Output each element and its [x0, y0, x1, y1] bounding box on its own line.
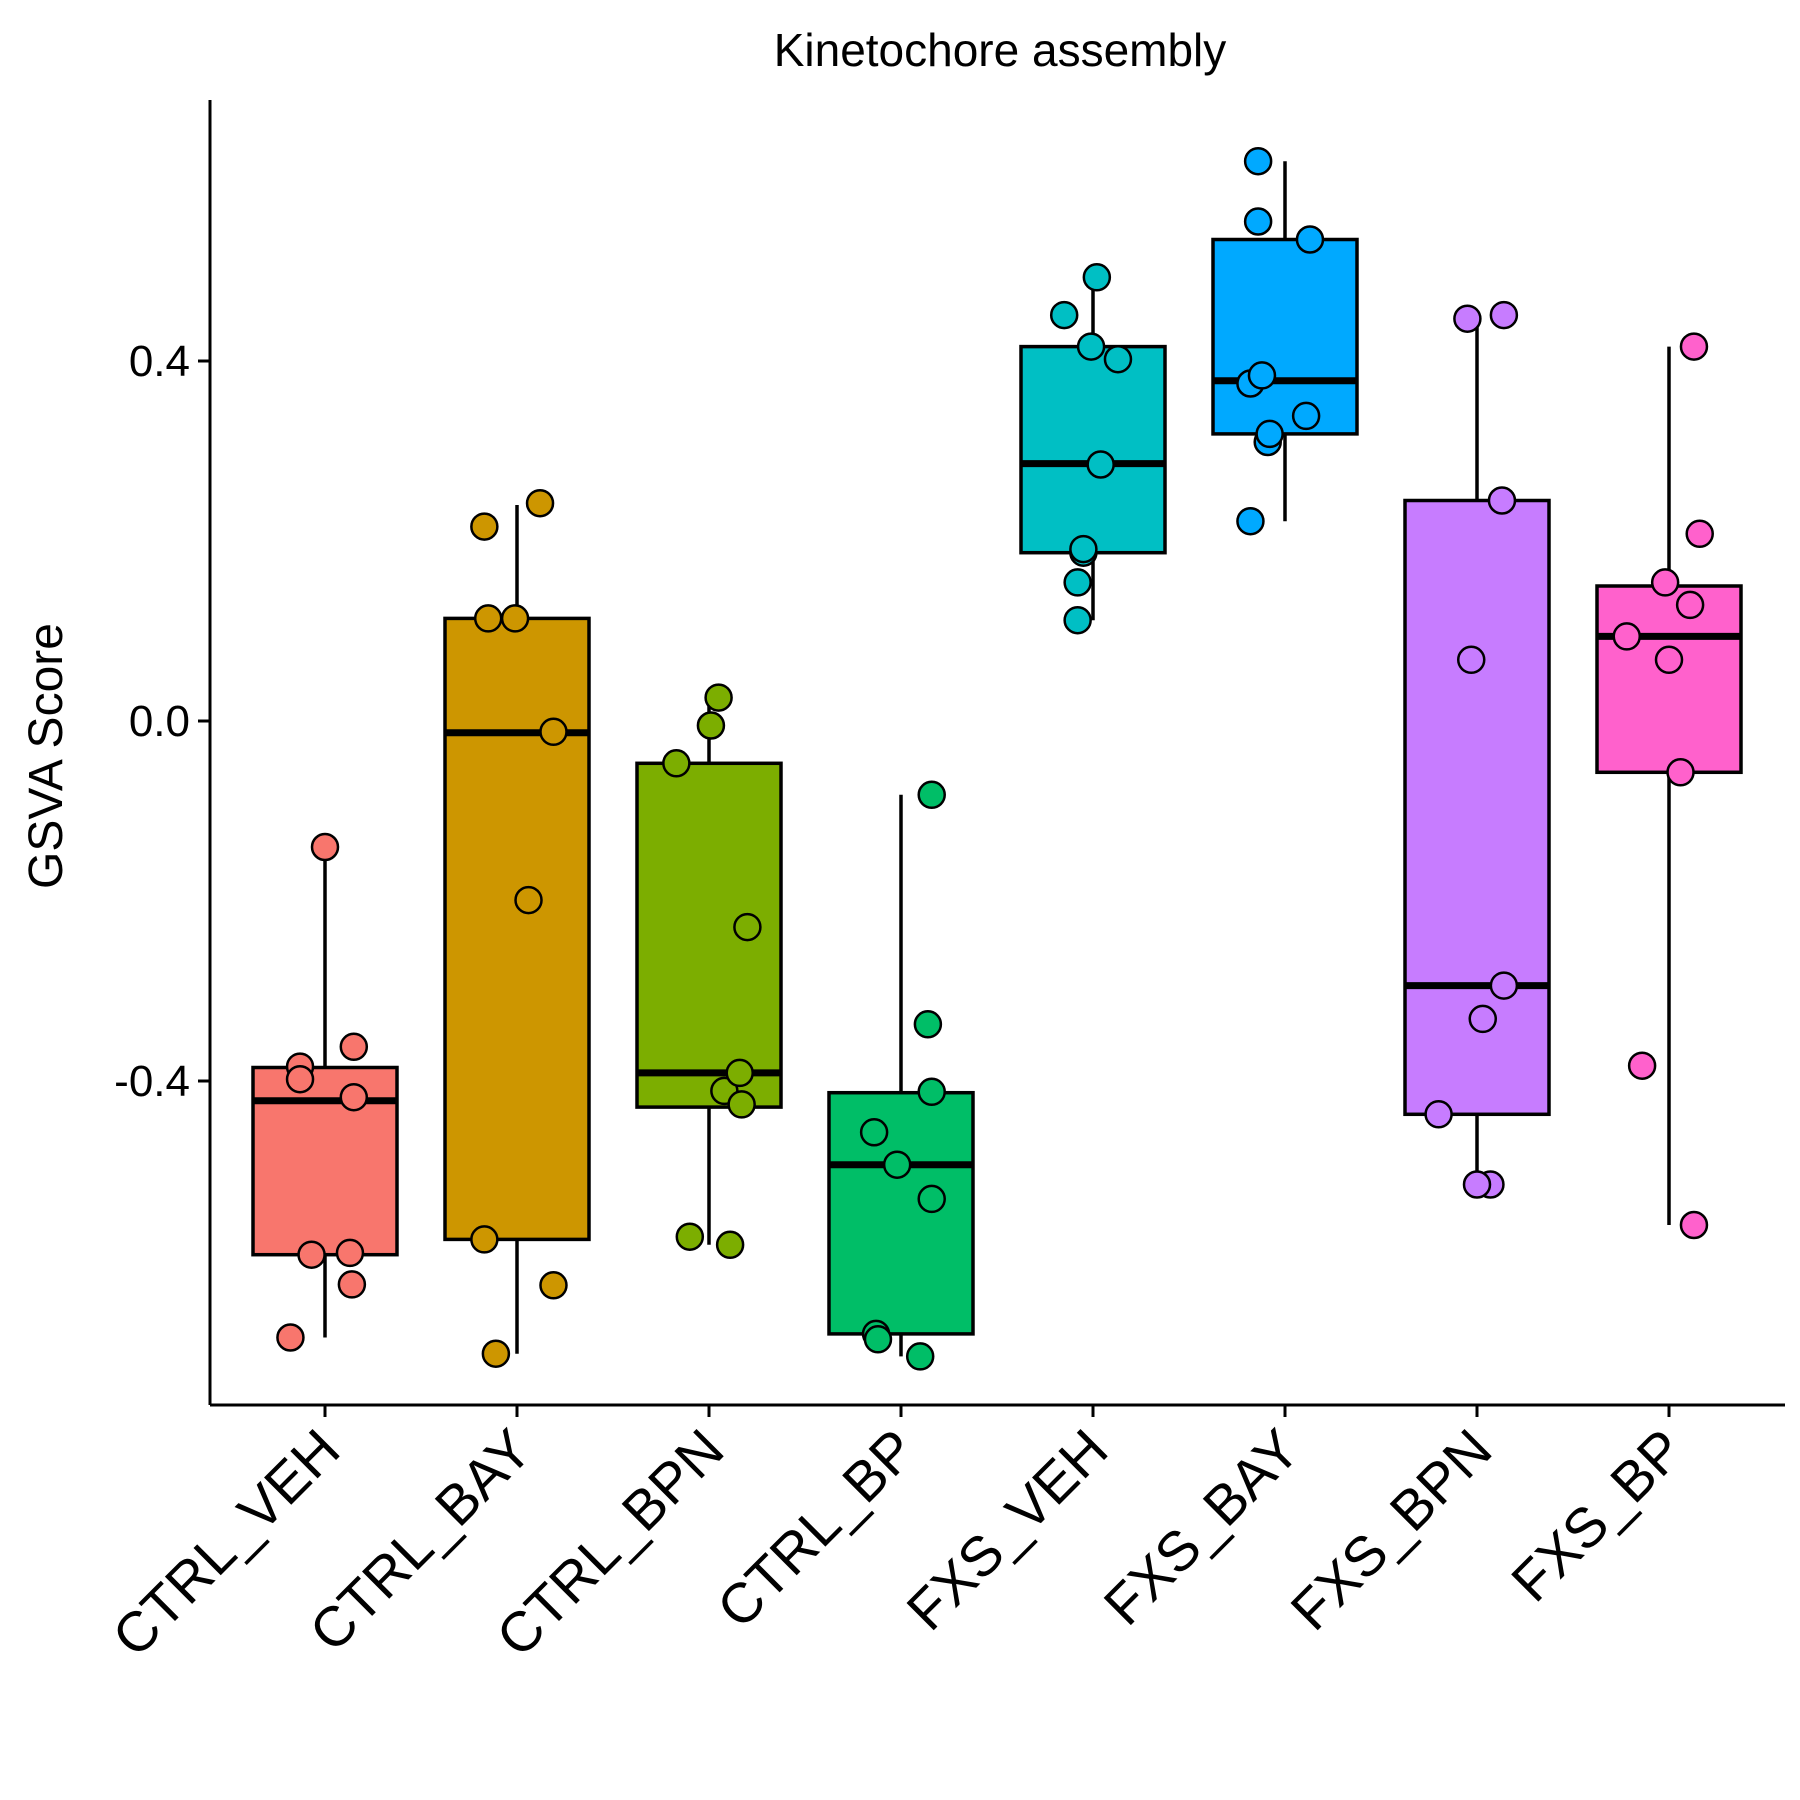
data-point [1489, 971, 1519, 1000]
box-iqr [1019, 344, 1167, 555]
data-point [1069, 534, 1098, 564]
data-point [675, 1222, 705, 1251]
y-tick-label: 0.0 [129, 697, 190, 746]
data-point [276, 1323, 305, 1352]
data-point [514, 885, 543, 915]
x-tick-label: FXS_BPN [1278, 1417, 1503, 1642]
data-point [285, 1064, 315, 1094]
data-point [913, 1010, 943, 1039]
y-tick-label: -0.4 [114, 1057, 190, 1106]
box-group-fxs-veh [1019, 263, 1167, 635]
data-point [310, 832, 340, 862]
data-point [525, 488, 555, 518]
data-point [696, 711, 726, 740]
data-point [539, 1271, 568, 1300]
data-point [339, 1082, 369, 1112]
x-tick-label: CTRL_BP [705, 1417, 928, 1640]
data-point [1487, 486, 1517, 515]
box-iqr [635, 761, 783, 1109]
x-tick-label: FXS_BP [1499, 1417, 1695, 1613]
data-point [1654, 645, 1684, 675]
data-point [1103, 344, 1133, 374]
data-point [1295, 225, 1325, 254]
data-point [1255, 419, 1284, 449]
data-point [1291, 401, 1321, 431]
data-point [481, 1339, 511, 1368]
data-point [1063, 605, 1092, 635]
data-point [704, 683, 733, 712]
data-point [917, 1077, 946, 1107]
box-iqr [827, 1090, 975, 1336]
data-point [297, 1240, 326, 1269]
data-point [863, 1325, 893, 1354]
box-iqr [251, 1065, 399, 1257]
data-point [725, 1058, 754, 1088]
data-point [727, 1090, 756, 1119]
data-point [1685, 519, 1714, 549]
data-point [1236, 506, 1265, 536]
chart-title: Kinetochore assembly [774, 24, 1227, 76]
box-iqr [1595, 584, 1743, 775]
data-point [500, 604, 530, 633]
box-group-fxs-bpn [1403, 300, 1551, 1199]
box-iqr [443, 616, 591, 1242]
data-point [1679, 332, 1709, 361]
data-point [1612, 622, 1642, 651]
data-point [1456, 645, 1486, 675]
data-point [335, 1238, 365, 1268]
box-group-ctrl-bp [827, 780, 975, 1371]
data-point [539, 717, 568, 747]
data-point [1627, 1051, 1657, 1080]
box-group-ctrl-veh [251, 832, 399, 1352]
data-point [473, 604, 503, 633]
data-point [859, 1118, 889, 1147]
data-point [715, 1230, 745, 1260]
data-point [1247, 361, 1277, 390]
box-group-ctrl-bpn [635, 683, 783, 1260]
box-group-ctrl-bay [443, 488, 591, 1368]
data-point [917, 780, 946, 810]
data-point [339, 1032, 369, 1062]
data-point [1243, 146, 1273, 176]
data-point [1076, 332, 1106, 361]
data-point [1679, 1210, 1709, 1240]
box-group-fxs-bay [1211, 146, 1359, 536]
data-point [733, 912, 762, 942]
data-point [1453, 304, 1482, 333]
data-point [1243, 207, 1273, 236]
y-axis-label: GSVA Score [20, 623, 73, 889]
y-tick-label: 0.4 [129, 337, 190, 386]
data-point [1666, 758, 1695, 787]
data-point [905, 1342, 935, 1371]
data-point [470, 512, 499, 541]
box-iqr [1211, 237, 1359, 436]
data-point [1650, 568, 1680, 597]
data-point [1675, 590, 1705, 620]
plot-area [251, 146, 1743, 1371]
data-point [1424, 1100, 1453, 1129]
data-point [1049, 300, 1079, 330]
data-point [1462, 1170, 1492, 1199]
x-tick-label: FXS_BAY [1092, 1417, 1312, 1637]
data-point [662, 749, 691, 778]
box-group-fxs-bp [1595, 332, 1743, 1240]
x-tick-label: FXS_VEH [894, 1417, 1119, 1642]
data-point [1082, 263, 1112, 292]
data-point [1468, 1004, 1498, 1034]
data-point [1063, 568, 1092, 597]
data-point [917, 1184, 946, 1214]
data-point [1489, 300, 1519, 330]
data-point [337, 1270, 367, 1299]
data-point [1086, 450, 1115, 479]
data-point [470, 1225, 499, 1254]
data-point [882, 1150, 912, 1179]
